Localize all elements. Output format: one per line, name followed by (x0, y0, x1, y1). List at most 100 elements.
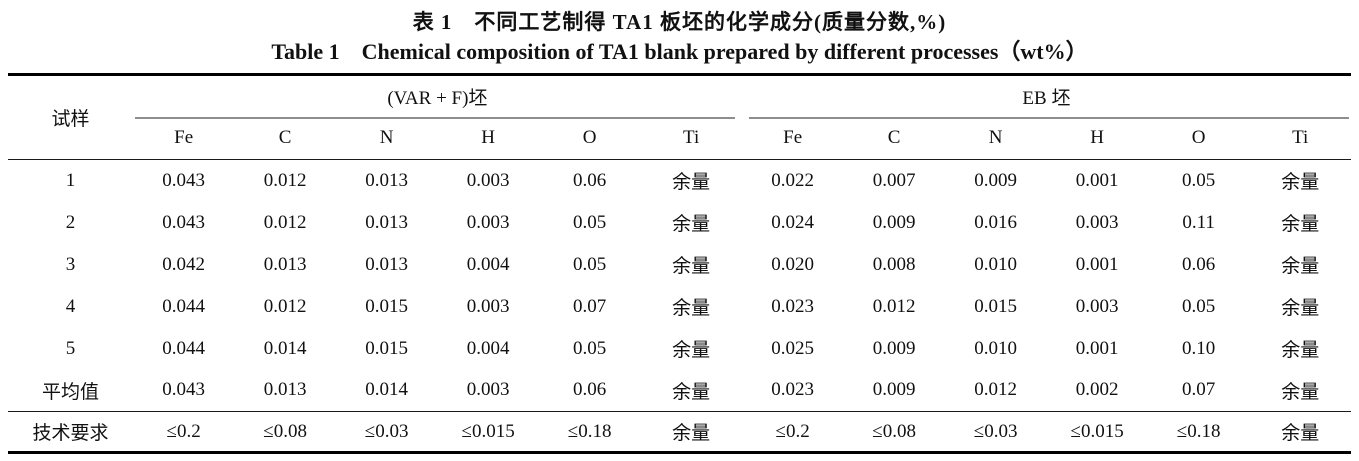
row-label: 1 (65, 169, 76, 191)
table-cell: 0.013 (263, 379, 307, 401)
table-cell: 0.06 (573, 379, 607, 401)
table-cell: 余量 (1281, 381, 1320, 403)
table-cell: 0.05 (573, 337, 607, 359)
table-cell: 0.003 (466, 211, 510, 233)
table-row: 2 0.043 0.012 0.013 0.003 0.05 余量 0.024 0.009 0.0… (8, 202, 1351, 244)
table-cell: 0.044 (162, 337, 206, 359)
table-cell: 0.003 (466, 169, 510, 191)
table-cell: ≤0.03 (364, 420, 409, 442)
table-cell: 0.05 (573, 253, 607, 275)
requirement-row: 技术要求 ≤0.2 ≤0.08 ≤0.03 ≤0.015 ≤0.18 余量 ≤0… (8, 412, 1351, 453)
table-cell: 0.008 (872, 253, 916, 275)
table-cell: ≤0.03 (973, 420, 1018, 442)
table-cell: 0.015 (365, 295, 409, 317)
table-cell: 余量 (672, 172, 711, 194)
table-cell: 0.043 (162, 169, 206, 191)
table-cell: 余量 (1281, 298, 1320, 319)
table-cell: 0.07 (573, 295, 607, 317)
table-cell: 0.003 (1075, 295, 1119, 317)
table-cell: 0.043 (162, 211, 206, 233)
table-cell: 0.009 (872, 211, 916, 233)
table-cell: 0.013 (365, 169, 409, 191)
table-cell: 0.009 (974, 169, 1018, 191)
sample-column-header: 试样 (51, 109, 90, 130)
table-row: 平均值 0.043 0.013 0.014 0.003 0.06 余量 0.023 0.009 0… (8, 370, 1351, 412)
table-header: 试样 (VAR + F)坯 EB 坯 Fe C N H O Ti Fe C N … (8, 75, 1351, 160)
table-title-chinese: 表 1 不同工艺制得 TA1 板坯的化学成分(质量分数,%) (412, 10, 947, 34)
table-body: 1 0.043 0.012 0.013 0.003 0.06 余量 0.022 0.007 0.0… (8, 160, 1351, 412)
table-cell: 0.014 (263, 337, 307, 359)
table-cell: 0.004 (466, 337, 510, 359)
table-cell: 0.001 (1075, 169, 1119, 191)
table-cell: 0.003 (466, 379, 510, 401)
table-cell: 0.022 (771, 169, 815, 191)
table-cell: 0.010 (974, 337, 1018, 359)
table-cell: 0.05 (1182, 169, 1216, 191)
table-cell: 0.010 (974, 253, 1018, 275)
table-cell: 0.042 (162, 253, 206, 275)
table-cell: 0.020 (771, 253, 815, 275)
column-header-varf-n: N (379, 127, 394, 149)
chemical-composition-table: 试样 (VAR + F)坯 EB 坯 Fe C N H O Ti Fe C N … (8, 73, 1351, 454)
row-label: 3 (65, 253, 76, 275)
table-cell: 0.015 (974, 295, 1018, 317)
table-cell: 余量 (1281, 214, 1320, 235)
table-cell: 余量 (672, 298, 711, 319)
table-cell: 余量 (672, 256, 711, 277)
table-cell: ≤0.18 (567, 420, 612, 442)
table-cell: 0.001 (1075, 253, 1119, 275)
column-header-eb-n: N (988, 127, 1003, 149)
table-cell: 0.002 (1075, 379, 1119, 401)
column-header-eb-c: C (887, 127, 901, 149)
row-label: 2 (65, 211, 76, 233)
table-row: 1 0.043 0.012 0.013 0.003 0.06 余量 0.022 0.007 0.0… (8, 160, 1351, 202)
column-header-eb-ti: Ti (1292, 127, 1309, 149)
row-label: 技术要求 (32, 423, 109, 444)
table-cell: 0.043 (162, 379, 206, 401)
table-cell: 0.009 (872, 337, 916, 359)
requirement-row-section: 技术要求 ≤0.2 ≤0.08 ≤0.03 ≤0.015 ≤0.18 余量 ≤0… (8, 411, 1351, 453)
table-cell: 余量 (1281, 256, 1320, 277)
column-header-varf-fe: Fe (174, 127, 194, 149)
table-cell: 0.024 (771, 211, 815, 233)
table-cell: 0.009 (872, 379, 916, 401)
table-cell: 0.012 (263, 169, 307, 191)
table-cell: 0.012 (974, 379, 1018, 401)
table-cell: 0.06 (573, 169, 607, 191)
column-header-varf-h: H (481, 127, 495, 149)
table-cell: 余量 (672, 423, 711, 444)
table-cell: 0.012 (263, 211, 307, 233)
table-cell: ≤0.08 (263, 420, 307, 442)
row-label: 4 (65, 295, 76, 317)
table-cell: ≤0.2 (775, 420, 810, 442)
row-label: 5 (65, 337, 76, 359)
column-header-varf-o: O (582, 127, 597, 149)
table-caption: 表 1 不同工艺制得 TA1 板坯的化学成分(质量分数,%) Table 1 C… (0, 0, 1359, 67)
group-header-row: 试样 (VAR + F)坯 EB 坯 (8, 75, 1351, 130)
group-header-var-f: (VAR + F)坯 (133, 75, 742, 118)
table-cell: 0.003 (466, 295, 510, 317)
column-header-eb-fe: Fe (783, 127, 803, 149)
table-cell: ≤0.2 (166, 420, 201, 442)
table-cell: 余量 (1281, 423, 1320, 444)
table-cell: 0.11 (1182, 211, 1215, 233)
table-cell: 0.016 (974, 211, 1018, 233)
table-cell: ≤0.015 (461, 420, 515, 442)
column-header-varf-c: C (278, 127, 292, 149)
row-label: 平均值 (41, 381, 99, 403)
table-cell: 余量 (672, 340, 711, 361)
table-cell: 0.10 (1182, 337, 1216, 359)
table-row: 4 0.044 0.012 0.015 0.003 0.07 余量 0.023 0.012 0.0… (8, 286, 1351, 328)
table-cell: 0.012 (263, 295, 307, 317)
table-cell: ≤0.08 (872, 420, 916, 442)
table-cell: 0.004 (466, 253, 510, 275)
table-cell: 余量 (1281, 340, 1320, 361)
table-cell: 0.014 (365, 379, 409, 401)
table-cell: 0.025 (771, 337, 815, 359)
table-row: 3 0.042 0.013 0.013 0.004 0.05 余量 0.020 0.008 0.0… (8, 244, 1351, 286)
table-cell: 0.003 (1075, 211, 1119, 233)
column-header-eb-h: H (1090, 127, 1104, 149)
table-row: 5 0.044 0.014 0.015 0.004 0.05 余量 0.025 0.009 0.0… (8, 328, 1351, 370)
table-cell: 0.06 (1182, 253, 1216, 275)
